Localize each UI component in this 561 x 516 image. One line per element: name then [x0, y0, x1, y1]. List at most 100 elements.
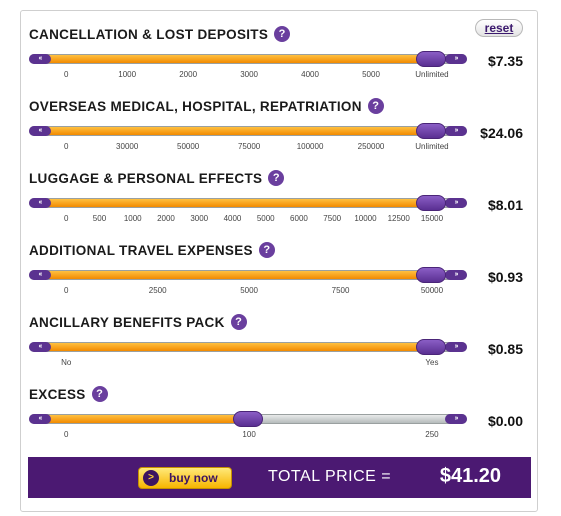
slider-increase-icon[interactable]: ››	[445, 414, 467, 424]
slider-tick-labels: 0 30000 50000 75000 100000 250000 Unlimited	[29, 142, 467, 154]
reset-button[interactable]: reset	[475, 19, 523, 37]
slider-title: ADDITIONAL TRAVEL EXPENSES?	[29, 242, 275, 258]
slider-decrease-icon[interactable]: ‹‹	[29, 414, 51, 424]
help-icon[interactable]: ?	[258, 242, 275, 258]
slider-thumb[interactable]	[416, 51, 447, 67]
slider-row-excess: EXCESS? ‹‹ ›› 0 100 250 $0.00	[21, 377, 537, 449]
slider-tick-label: 2500	[148, 286, 167, 295]
slider-fill	[30, 343, 432, 351]
slider-title-text: ADDITIONAL TRAVEL EXPENSES	[29, 242, 253, 258]
slider-title: ANCILLARY BENEFITS PACK?	[29, 314, 247, 330]
slider-track[interactable]: ‹‹ ››	[29, 195, 467, 211]
slider-track[interactable]: ‹‹ ››	[29, 267, 467, 283]
buy-now-label: buy now	[169, 471, 218, 485]
slider-thumb[interactable]	[416, 339, 447, 355]
slider-tick-label: Unlimited	[415, 70, 449, 79]
slider-title: OVERSEAS MEDICAL, HOSPITAL, REPATRIATION…	[29, 98, 384, 114]
slider-title-text: CANCELLATION & LOST DEPOSITS	[29, 26, 269, 42]
slider-fill	[30, 55, 432, 63]
help-icon[interactable]: ?	[268, 170, 285, 186]
slider-tick-label: 0	[63, 214, 69, 223]
slider-decrease-icon[interactable]: ‹‹	[29, 198, 51, 208]
slider-track[interactable]: ‹‹ ››	[29, 411, 467, 427]
total-footer-bar: > buy now TOTAL PRICE = $41.20	[28, 457, 531, 498]
slider-title-text: EXCESS	[29, 386, 86, 402]
slider-fill	[30, 127, 432, 135]
slider-decrease-icon[interactable]: ‹‹	[29, 270, 51, 280]
arrow-right-icon: >	[143, 470, 159, 486]
buy-now-button[interactable]: > buy now	[138, 467, 232, 489]
slider-tick-label: 7500	[331, 286, 350, 295]
insurance-options-panel: reset CANCELLATION & LOST DEPOSITS? ‹‹ ›› 0…	[20, 10, 538, 512]
slider-tick-label: 5000	[256, 214, 275, 223]
slider-tick-label: No	[61, 358, 72, 367]
slider-row-medical: OVERSEAS MEDICAL, HOSPITAL, REPATRIATION…	[21, 89, 537, 161]
slider-tick-label: 50000	[177, 142, 200, 151]
slider-price: $0.85	[487, 341, 523, 357]
slider-tick-label: 10000	[354, 214, 377, 223]
slider-tick-labels: 0 100 250	[29, 430, 467, 442]
slider-tick-label: 0	[63, 430, 69, 439]
slider-tick-label: Yes	[425, 358, 439, 367]
slider-tick-label: 100000	[296, 142, 324, 151]
slider-tick-label: 3000	[190, 214, 209, 223]
slider-tick-label: 100	[242, 430, 256, 439]
slider-tick-label: 250	[425, 430, 439, 439]
slider-track[interactable]: ‹‹ ››	[29, 123, 467, 139]
slider-fill	[30, 415, 248, 423]
total-price-value: $41.20	[439, 465, 501, 487]
slider-title-text: LUGGAGE & PERSONAL EFFECTS	[29, 170, 263, 186]
slider-increase-icon[interactable]: ››	[445, 126, 467, 136]
slider-tick-labels: 0 2500 5000 7500 50000	[29, 286, 467, 298]
slider-tick-label: Unlimited	[415, 142, 449, 151]
slider-title: CANCELLATION & LOST DEPOSITS?	[29, 26, 291, 42]
slider-tick-label: 50000	[420, 286, 444, 295]
slider-tick-label: 5000	[362, 70, 380, 79]
slider-increase-icon[interactable]: ››	[445, 270, 467, 280]
help-icon[interactable]: ?	[91, 386, 108, 402]
slider-tick-labels: No Yes	[29, 358, 467, 370]
slider-tick-label: 2000	[157, 214, 175, 223]
slider-row-luggage: LUGGAGE & PERSONAL EFFECTS? ‹‹ ›› 0 500 1000 2…	[21, 161, 537, 233]
slider-track[interactable]: ‹‹ ››	[29, 51, 467, 67]
slider-tick-labels: 0 500 1000 2000 3000 4000 5000 6000 7500 10000 125…	[29, 214, 467, 226]
slider-tick-label: 30000	[116, 142, 139, 151]
slider-thumb[interactable]	[416, 195, 447, 211]
slider-tick-label: 0	[63, 142, 69, 151]
slider-title: LUGGAGE & PERSONAL EFFECTS?	[29, 170, 285, 186]
slider-title-text: ANCILLARY BENEFITS PACK	[29, 314, 225, 330]
slider-thumb[interactable]	[233, 411, 263, 427]
slider-increase-icon[interactable]: ››	[445, 342, 467, 352]
help-icon[interactable]: ?	[367, 98, 384, 114]
slider-tick-label: 1000	[118, 70, 137, 79]
slider-tick-label: 0	[63, 70, 69, 79]
total-price-label: TOTAL PRICE =	[268, 468, 392, 485]
slider-track[interactable]: ‹‹ ››	[29, 339, 467, 355]
slider-tick-label: 4000	[223, 214, 242, 223]
slider-fill	[30, 271, 432, 279]
slider-tick-label: 5000	[240, 286, 258, 295]
slider-price: $8.01	[487, 197, 523, 213]
slider-decrease-icon[interactable]: ‹‹	[29, 126, 51, 136]
slider-decrease-icon[interactable]: ‹‹	[29, 54, 51, 64]
slider-thumb[interactable]	[416, 267, 447, 283]
slider-title-text: OVERSEAS MEDICAL, HOSPITAL, REPATRIATION	[29, 98, 362, 114]
slider-increase-icon[interactable]: ››	[445, 198, 467, 208]
slider-price: $7.35	[487, 53, 523, 69]
slider-price: $24.06	[480, 125, 523, 141]
help-icon[interactable]: ?	[274, 26, 291, 42]
slider-tick-label: 75000	[237, 142, 261, 151]
slider-thumb[interactable]	[416, 123, 447, 139]
slider-tick-label: 4000	[301, 70, 319, 79]
slider-tick-label: 500	[92, 214, 107, 223]
slider-row-travel-expenses: ADDITIONAL TRAVEL EXPENSES? ‹‹ ›› 0 2500 5000…	[21, 233, 537, 305]
slider-tick-labels: 0 1000 2000 3000 4000 5000 Unlimited	[29, 70, 467, 82]
help-icon[interactable]: ?	[230, 314, 247, 330]
slider-price: $0.00	[487, 413, 523, 429]
slider-tick-label: 12500	[387, 214, 410, 223]
slider-fill	[30, 199, 432, 207]
slider-price: $0.93	[487, 269, 523, 285]
slider-row-cancellation: CANCELLATION & LOST DEPOSITS? ‹‹ ›› 0 1000 20…	[21, 17, 537, 89]
slider-decrease-icon[interactable]: ‹‹	[29, 342, 51, 352]
slider-increase-icon[interactable]: ››	[445, 54, 467, 64]
